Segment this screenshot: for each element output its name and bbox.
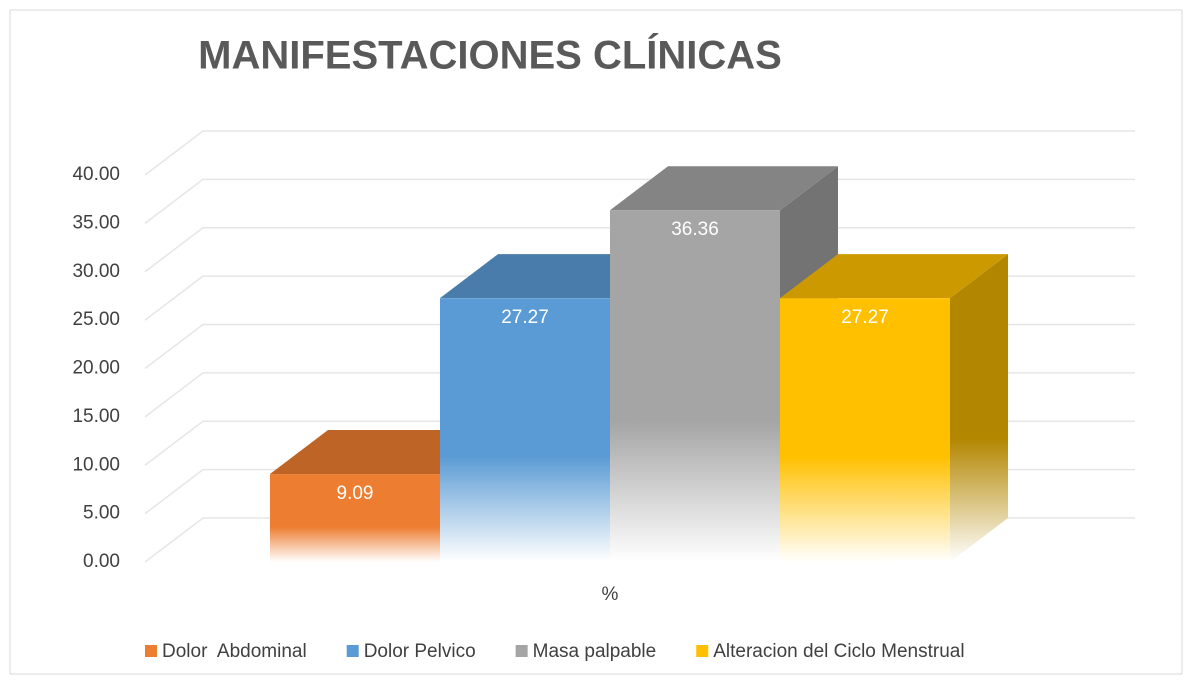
value-label: 27.27 bbox=[501, 307, 549, 328]
legend-label: Alteracion del Ciclo Menstrual bbox=[713, 641, 964, 662]
legend-marker bbox=[515, 645, 528, 657]
legend-label: Dolor Pelvico bbox=[364, 641, 476, 662]
bar-top bbox=[780, 254, 1008, 299]
bar bbox=[610, 210, 780, 563]
y-tick-label: 35.00 bbox=[72, 212, 120, 233]
legend-marker bbox=[346, 645, 359, 657]
value-label: 36.36 bbox=[671, 219, 719, 240]
y-tick-label: 5.00 bbox=[83, 503, 120, 524]
y-tick-label: 10.00 bbox=[72, 454, 120, 475]
bar bbox=[440, 298, 610, 562]
bar bbox=[270, 474, 440, 562]
legend-marker bbox=[696, 645, 709, 657]
y-tick-label: 0.00 bbox=[83, 551, 120, 572]
legend-marker bbox=[145, 645, 157, 657]
x-tick-label: % bbox=[602, 584, 619, 605]
bar bbox=[780, 298, 950, 562]
y-tick-label: 15.00 bbox=[72, 406, 120, 427]
value-label: 9.09 bbox=[337, 483, 374, 504]
y-tick-label: 25.00 bbox=[72, 309, 120, 330]
bar-top bbox=[610, 166, 838, 211]
grid-line bbox=[144, 130, 1135, 176]
chart-title: MANIFESTACIONES CLÍNICAS bbox=[198, 33, 782, 78]
legend-label: Dolor Abdominal bbox=[162, 641, 307, 662]
bar-side bbox=[950, 254, 1008, 562]
value-label: 27.27 bbox=[841, 307, 889, 328]
legend-label: Masa palpable bbox=[533, 641, 657, 662]
y-tick-label: 30.00 bbox=[72, 261, 120, 282]
y-tick-label: 20.00 bbox=[72, 358, 120, 379]
y-tick-label: 40.00 bbox=[72, 164, 120, 185]
